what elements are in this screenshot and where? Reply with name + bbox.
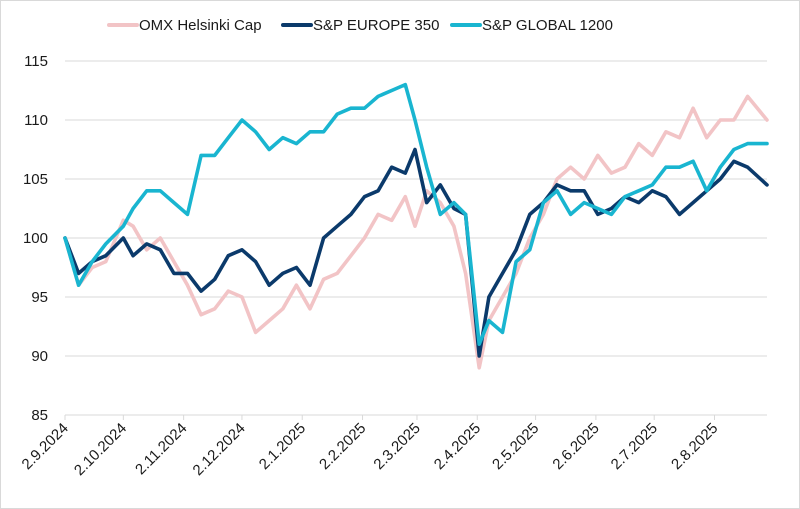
y-tick-label: 105 — [23, 171, 48, 188]
y-tick-label: 100 — [23, 230, 48, 247]
x-tick-label: 2.2.2025 — [316, 420, 369, 473]
x-axis: 2.9.2024 2.10.2024 2.11.2024 2.12.2024 2.1.2… — [19, 414, 767, 479]
x-tick-label: 2.8.2025 — [668, 420, 721, 473]
x-tick-label: 2.3.2025 — [370, 420, 423, 473]
gridlines — [65, 60, 767, 357]
y-tick-label: 85 — [31, 407, 48, 424]
legend-item: S&P GLOBAL 1200 — [450, 17, 613, 34]
y-tick-label: 110 — [24, 112, 48, 129]
legend-label: S&P EUROPE 350 — [313, 17, 439, 34]
legend: OMX Helsinki Cap S&P EUROPE 350 S&P GLOBAL… — [107, 17, 613, 34]
legend-label: OMX Helsinki Cap — [139, 17, 262, 34]
x-tick-label: 2.9.2024 — [19, 420, 72, 473]
x-tick-label: 2.5.2025 — [489, 420, 542, 473]
x-tick-label: 2.7.2025 — [608, 420, 661, 473]
series-line-s-p-europe-350 — [63, 147, 769, 358]
x-tick-label: 2.1.2025 — [256, 420, 309, 473]
legend-label: S&P GLOBAL 1200 — [482, 17, 613, 34]
y-axis: 85 90 95 100 105 110 115 — [23, 53, 48, 424]
legend-item: OMX Helsinki Cap — [107, 17, 262, 34]
series-line-omx-helsinki-cap — [63, 94, 769, 370]
x-tick-label: 2.4.2025 — [431, 420, 484, 473]
x-tick-label: 2.11.2024 — [132, 420, 190, 478]
y-tick-label: 90 — [31, 348, 48, 365]
x-tick-label: 2.12.2024 — [190, 420, 249, 479]
legend-item: S&P EUROPE 350 — [281, 17, 439, 34]
x-tick-label: 2.10.2024 — [71, 420, 130, 479]
x-tick-label: 2.6.2025 — [549, 420, 602, 473]
y-tick-label: 95 — [31, 289, 48, 306]
series-line-s-p-global-1200 — [63, 82, 769, 347]
y-tick-label: 115 — [24, 53, 48, 70]
plot-area — [63, 82, 769, 370]
